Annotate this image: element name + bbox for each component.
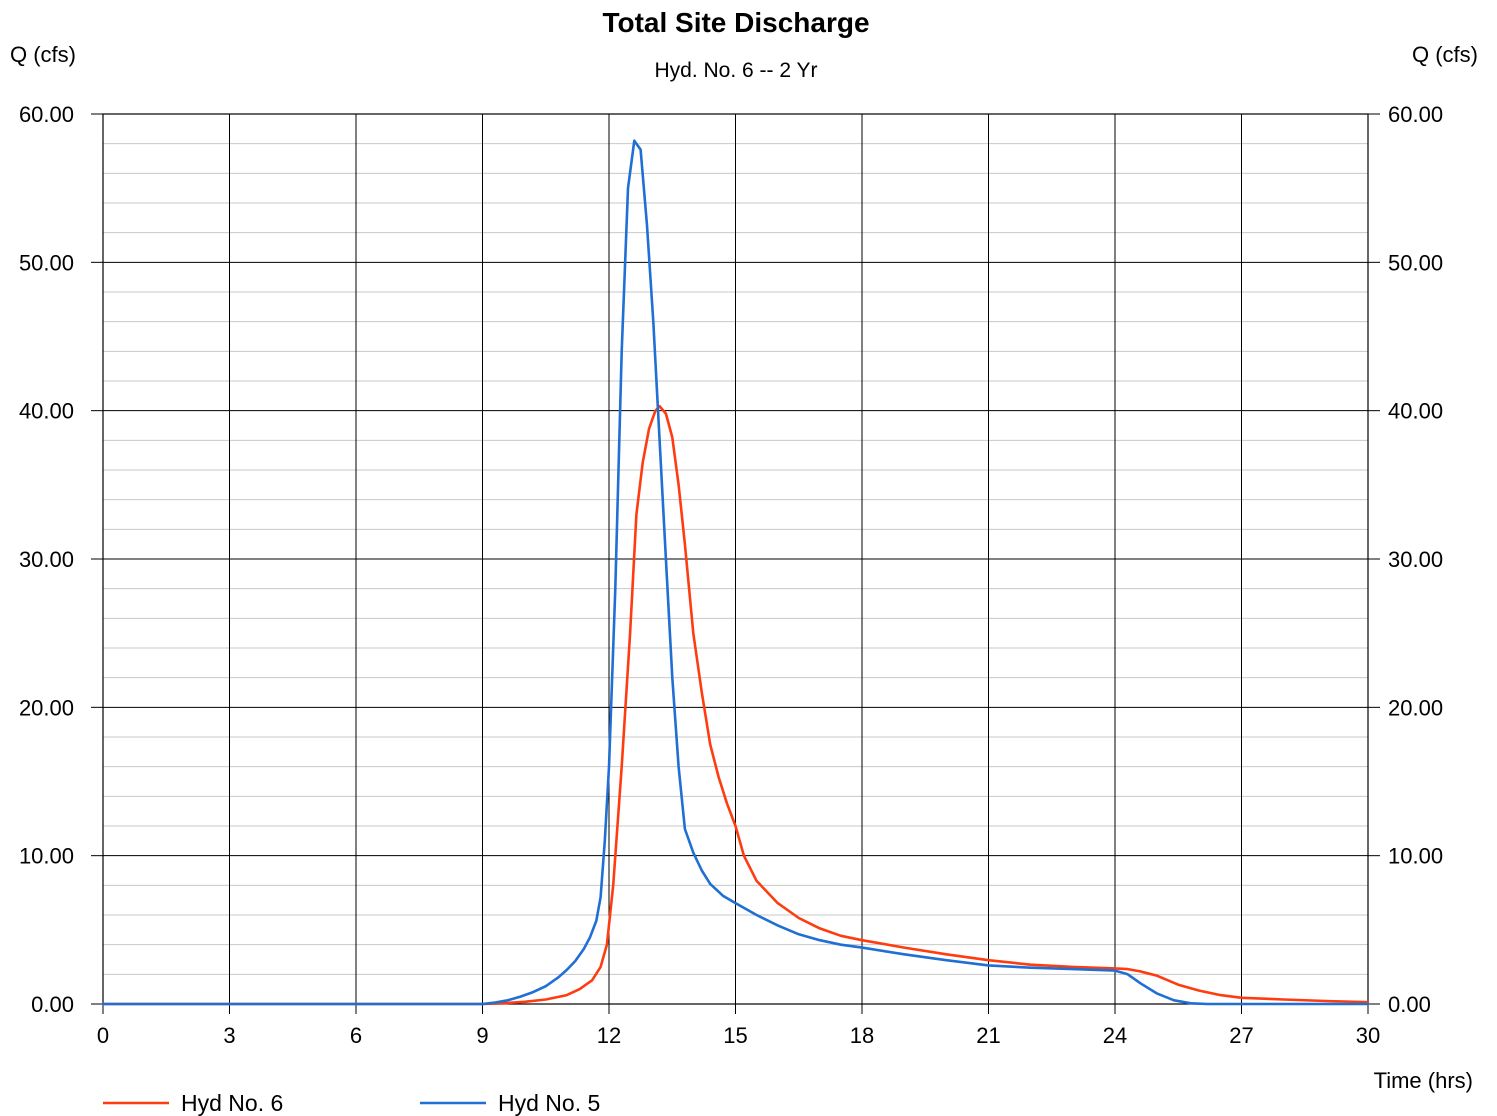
axis-ticks: 0.00 0.00 10.00 10.00 20.00 20.00 30.00 30.00 40… (19, 102, 1443, 1048)
x-tick-label: 15 (723, 1023, 747, 1048)
legend-label: Hyd No. 6 (181, 1090, 283, 1116)
major-grid (102, 113, 1369, 1005)
y-tick-label-right: 20.00 (1388, 695, 1443, 720)
y-tick-label-left: 60.00 (19, 102, 74, 127)
x-tick-label: 12 (597, 1023, 621, 1048)
series-lines (101, 139, 1370, 1006)
y-tick-label-left: 30.00 (19, 547, 74, 572)
y-tick-label-left: 20.00 (19, 695, 74, 720)
series-line-hyd-6 (101, 404, 1370, 1006)
x-tick-label: 9 (476, 1023, 488, 1048)
y-tick-label-right: 60.00 (1388, 102, 1443, 127)
y-tick-label-left: 0.00 (31, 992, 74, 1017)
x-tick-label: 27 (1229, 1023, 1253, 1048)
y-axis-label-right: Q (cfs) (1412, 42, 1478, 67)
y-axis-label-left: Q (cfs) (10, 42, 76, 67)
legend-label: Hyd No. 5 (498, 1090, 600, 1116)
x-tick-label: 6 (350, 1023, 362, 1048)
y-tick-label-right: 30.00 (1388, 547, 1443, 572)
x-tick-label: 3 (223, 1023, 235, 1048)
x-tick-label: 30 (1356, 1023, 1380, 1048)
chart-subtitle: Hyd. No. 6 -- 2 Yr (655, 59, 818, 82)
y-tick-label-right: 0.00 (1388, 992, 1431, 1017)
chart-title: Total Site Discharge (602, 7, 869, 38)
y-tick-label-right: 10.00 (1388, 844, 1443, 869)
x-tick-label: 18 (850, 1023, 874, 1048)
y-tick-label-left: 50.00 (19, 250, 74, 275)
legend: Hyd No. 6 Hyd No. 5 (103, 1090, 600, 1116)
x-axis-label: Time (hrs) (1374, 1068, 1473, 1093)
x-tick-label: 21 (976, 1023, 1000, 1048)
y-tick-label-right: 50.00 (1388, 250, 1443, 275)
x-tick-label: 24 (1103, 1023, 1127, 1048)
y-tick-label-right: 40.00 (1388, 399, 1443, 424)
y-tick-label-left: 40.00 (19, 399, 74, 424)
y-tick-label-left: 10.00 (19, 844, 74, 869)
series-line-hyd-5 (101, 139, 1370, 1006)
x-tick-label: 0 (97, 1023, 109, 1048)
